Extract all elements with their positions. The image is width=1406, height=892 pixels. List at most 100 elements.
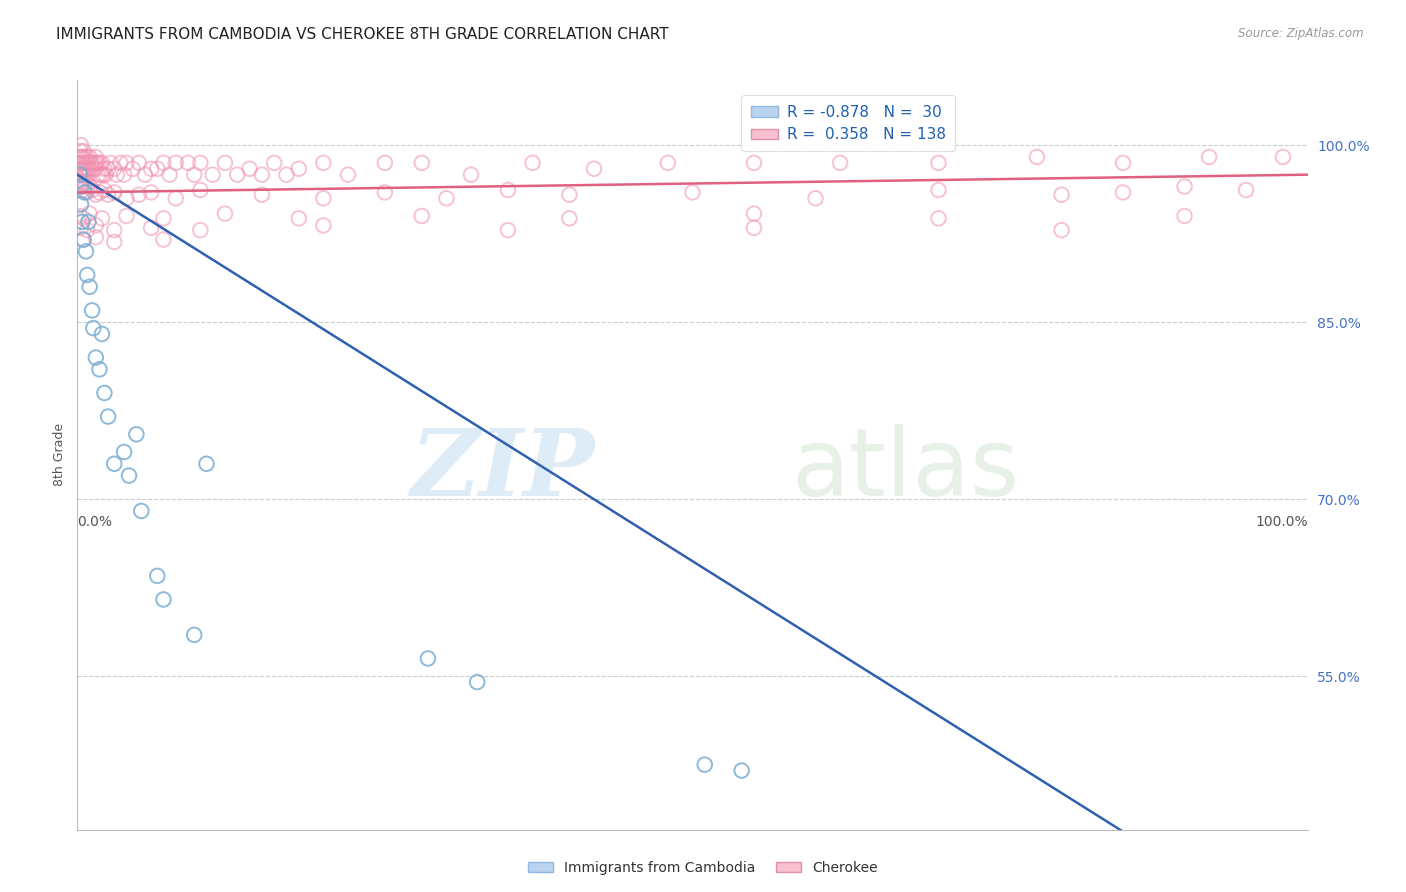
Point — [1050, 223, 1073, 237]
Point — [188, 156, 212, 170]
Point — [239, 161, 262, 176]
Point — [129, 504, 153, 518]
Point — [312, 156, 335, 170]
Point — [84, 219, 107, 233]
Point — [70, 150, 93, 164]
Point — [250, 187, 273, 202]
Point — [77, 156, 100, 170]
Point — [288, 211, 311, 226]
Point — [128, 156, 150, 170]
Point — [70, 220, 93, 235]
Point — [112, 445, 135, 459]
Point — [72, 233, 94, 247]
Point — [77, 215, 100, 229]
Point — [250, 168, 273, 182]
Point — [90, 211, 114, 226]
Point — [70, 161, 93, 176]
Point — [70, 150, 93, 164]
Point — [82, 303, 104, 318]
Point — [460, 168, 482, 182]
Point — [93, 161, 115, 176]
Point — [830, 156, 852, 170]
Point — [89, 186, 111, 200]
Point — [79, 179, 101, 194]
Point — [115, 156, 138, 170]
Point — [742, 206, 765, 220]
Point — [93, 183, 115, 197]
Point — [79, 279, 101, 293]
Point — [188, 223, 212, 237]
Point — [69, 168, 91, 182]
Point — [214, 206, 236, 220]
Point — [89, 156, 111, 170]
Point — [80, 156, 103, 170]
Point — [1174, 209, 1197, 223]
Point — [263, 156, 285, 170]
Point — [436, 191, 458, 205]
Point — [411, 156, 433, 170]
Point — [128, 187, 150, 202]
Point — [112, 168, 135, 182]
Point — [411, 209, 433, 223]
Point — [103, 235, 125, 249]
Legend: Immigrants from Cambodia, Cherokee: Immigrants from Cambodia, Cherokee — [523, 855, 883, 880]
Point — [103, 186, 125, 200]
Point — [496, 183, 519, 197]
Point — [152, 592, 174, 607]
Point — [141, 220, 163, 235]
Point — [312, 191, 335, 205]
Point — [76, 223, 98, 237]
Point — [125, 427, 148, 442]
Point — [82, 156, 104, 170]
Point — [76, 150, 98, 164]
Point — [89, 362, 111, 376]
Point — [76, 161, 98, 176]
Point — [84, 150, 107, 164]
Point — [558, 211, 581, 226]
Point — [276, 168, 298, 182]
Point — [558, 187, 581, 202]
Y-axis label: 8th Grade: 8th Grade — [53, 424, 66, 486]
Point — [1026, 150, 1049, 164]
Point — [87, 168, 110, 182]
Point — [97, 187, 120, 202]
Point — [214, 156, 236, 170]
Point — [84, 187, 107, 202]
Point — [90, 326, 114, 341]
Point — [97, 409, 120, 424]
Point — [804, 191, 827, 205]
Point — [201, 168, 224, 182]
Point — [100, 156, 122, 170]
Point — [70, 179, 93, 194]
Point — [159, 168, 181, 182]
Point — [94, 168, 117, 182]
Point — [141, 186, 163, 200]
Point — [69, 156, 91, 170]
Point — [928, 156, 950, 170]
Point — [72, 156, 94, 170]
Point — [165, 191, 187, 205]
Point — [97, 161, 120, 176]
Point — [742, 220, 765, 235]
Point — [121, 161, 143, 176]
Point — [134, 168, 156, 182]
Point — [1174, 179, 1197, 194]
Legend: R = -0.878   N =  30, R =  0.358   N = 138: R = -0.878 N = 30, R = 0.358 N = 138 — [741, 95, 956, 152]
Text: 0.0%: 0.0% — [77, 515, 112, 529]
Point — [115, 209, 138, 223]
Point — [75, 168, 97, 182]
Point — [183, 628, 205, 642]
Point — [84, 351, 107, 365]
Point — [93, 386, 115, 401]
Point — [67, 156, 90, 170]
Point — [90, 168, 112, 182]
Point — [1112, 156, 1135, 170]
Point — [73, 186, 96, 200]
Point — [337, 168, 360, 182]
Point — [1112, 186, 1135, 200]
Point — [312, 219, 335, 233]
Point — [152, 156, 174, 170]
Point — [465, 675, 488, 690]
Point — [72, 183, 94, 197]
Point — [152, 233, 174, 247]
